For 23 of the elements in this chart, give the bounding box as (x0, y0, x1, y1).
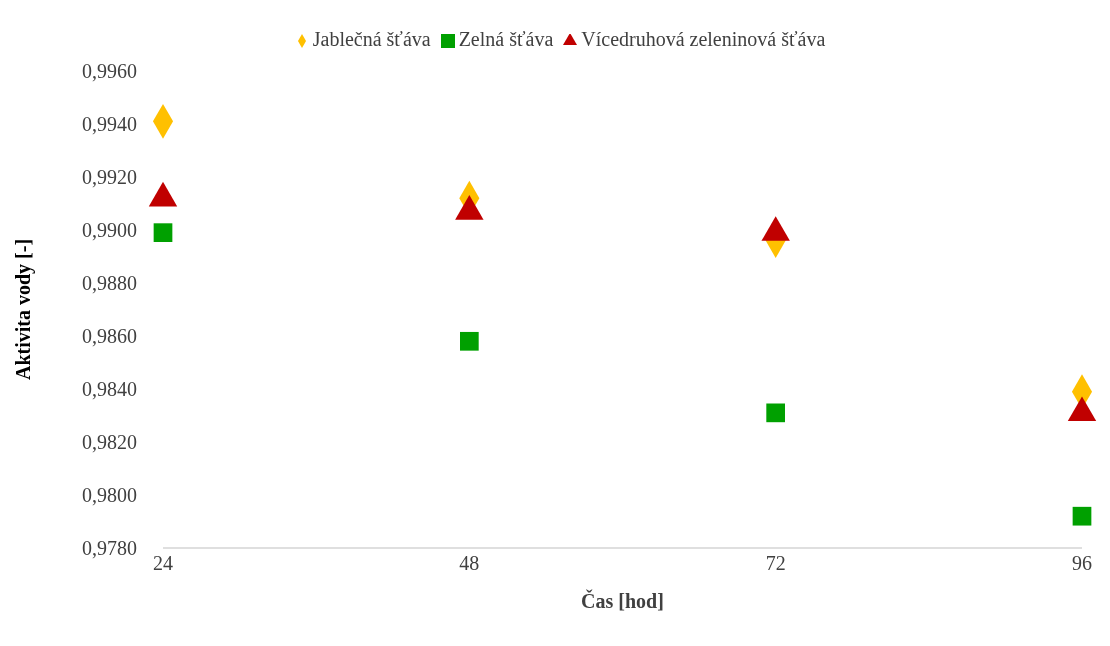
y-tick-label: 0,9880 (82, 272, 137, 295)
y-tick-label: 0,9960 (82, 60, 137, 83)
y-tick-label: 0,9920 (82, 166, 137, 189)
y-tick-label: 0,9820 (82, 431, 137, 454)
y-tick-label: 0,9840 (82, 378, 137, 401)
legend-label: Zelná šťáva (458, 28, 554, 50)
point (1072, 506, 1092, 526)
x-tick-label: 24 (153, 552, 173, 575)
y-tick-label: 0,9940 (82, 113, 137, 136)
x-tick-label: 96 (1072, 552, 1092, 575)
y-axis-title: Aktivita vody [-] (12, 238, 36, 381)
y-tick-label: 0,9860 (82, 325, 137, 348)
legend-label: Vícedruhová zeleninová šťáva (581, 28, 826, 50)
x-tick-label: 48 (459, 552, 480, 575)
y-tick-label: 0,9900 (82, 219, 137, 242)
y-tick-label: 0,9780 (82, 537, 137, 560)
x-axis-title: Čas [hod] (581, 589, 664, 612)
point (153, 223, 173, 242)
point (459, 331, 479, 351)
y-tick-label: 0,9800 (82, 484, 137, 507)
x-tick-label: 72 (765, 552, 786, 575)
legend-label: Jablečná šťáva (312, 28, 431, 50)
point (766, 403, 786, 423)
